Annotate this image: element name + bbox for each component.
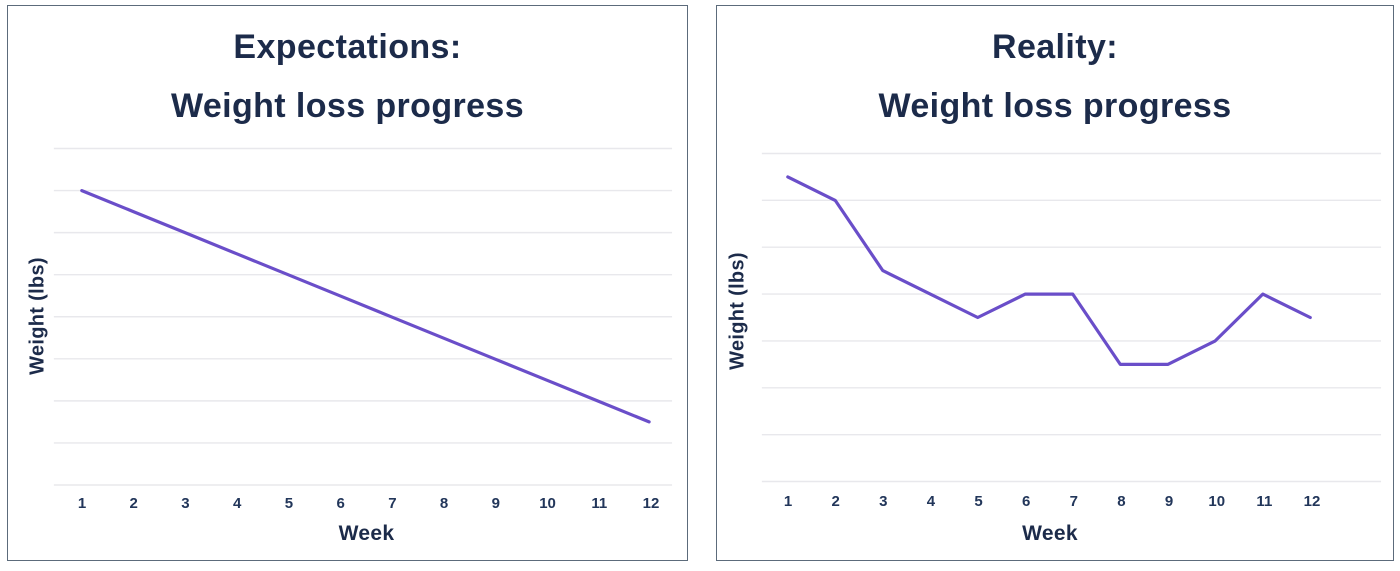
chart-title-line1: Reality:: [991, 28, 1119, 66]
chart-title-line1: Expectations:: [233, 28, 462, 66]
x-tick-label: 12: [1303, 493, 1321, 510]
x-tick-label: 10: [1208, 493, 1226, 510]
x-tick-label: 7: [1069, 493, 1078, 510]
x-tick-label: 3: [181, 495, 190, 512]
x-tick-label: 3: [879, 493, 888, 510]
x-tick-label: 5: [284, 495, 294, 512]
x-tick-label: 10: [539, 495, 556, 512]
x-tick-label: 12: [642, 495, 660, 512]
chart-title: Expectations: Weight loss progress: [8, 18, 687, 136]
x-tick-label: 1: [783, 493, 793, 510]
x-tick-label: 2: [129, 495, 138, 512]
chart-title: Reality: Weight loss progress: [717, 18, 1393, 136]
x-axis-label: Week: [1022, 522, 1078, 545]
x-tick-label: 9: [491, 495, 500, 512]
weight-line-series: [786, 175, 1312, 366]
y-axis-label: Weight (lbs): [26, 257, 49, 375]
chart-title-line2: Weight loss progress: [878, 87, 1232, 125]
x-tick-label: 7: [388, 495, 397, 512]
x-tick-label: 4: [233, 495, 242, 512]
x-tick-label: 11: [1256, 493, 1273, 510]
chart-panel-reality: Reality: Weight loss progress Weight (lb…: [716, 5, 1394, 561]
y-axis-label: Weight (lbs): [726, 252, 749, 370]
x-tick-label: 8: [439, 495, 449, 512]
x-tick-label: 11: [591, 495, 608, 512]
x-tick-label: 9: [1164, 493, 1174, 510]
x-tick-label: 5: [974, 493, 983, 510]
x-axis-label: Week: [338, 522, 395, 545]
x-tick-label: 6: [336, 495, 345, 512]
x-tick-label: 6: [1022, 493, 1031, 510]
chart-title-line2: Weight loss progress: [170, 87, 525, 125]
x-tick-label: 2: [831, 493, 840, 510]
chart-panel-expectations: Expectations: Weight loss progress Weigh…: [7, 5, 688, 561]
x-tick-label: 8: [1117, 493, 1126, 510]
x-tick-label: 4: [926, 493, 936, 510]
x-tick-label: 1: [77, 495, 87, 512]
weight-line-series: [80, 189, 651, 424]
